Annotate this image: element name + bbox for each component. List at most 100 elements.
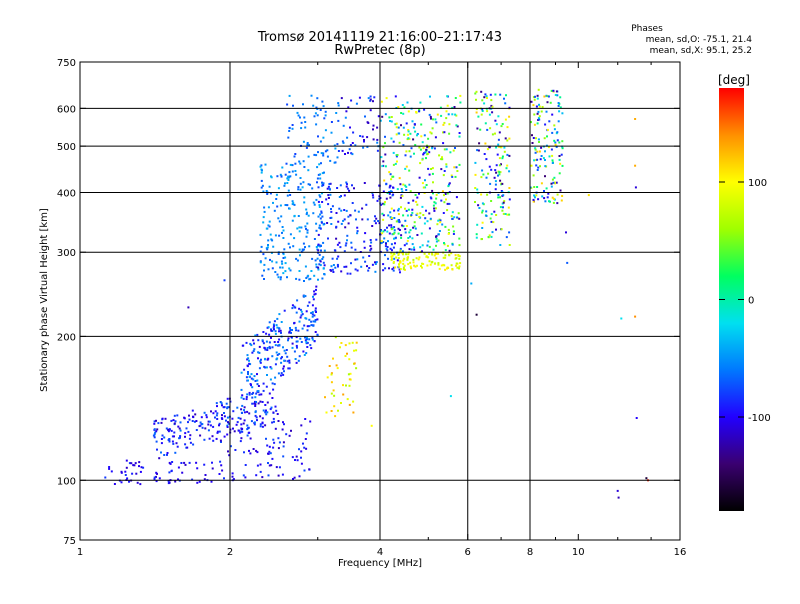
data-point <box>402 112 405 115</box>
data-point <box>135 472 138 475</box>
data-point <box>406 214 409 217</box>
data-point <box>533 186 536 188</box>
data-point <box>268 225 271 228</box>
data-point <box>299 308 302 311</box>
data-point <box>246 354 249 357</box>
data-point <box>496 153 499 156</box>
data-point <box>283 248 286 251</box>
data-point <box>552 197 555 200</box>
data-point <box>356 230 359 233</box>
data-point <box>274 376 277 379</box>
data-point <box>218 422 221 425</box>
data-point <box>362 256 365 259</box>
data-point <box>475 108 478 111</box>
data-point <box>266 358 269 361</box>
data-point <box>448 183 450 186</box>
data-point <box>400 124 402 127</box>
data-point <box>531 142 534 144</box>
data-point <box>220 417 223 420</box>
data-point <box>458 135 461 138</box>
data-point <box>313 314 316 317</box>
data-point <box>285 433 288 436</box>
data-point <box>248 391 251 394</box>
data-point <box>381 232 384 235</box>
data-point <box>547 95 550 98</box>
data-point <box>264 411 267 414</box>
data-point <box>431 172 434 175</box>
data-point <box>294 162 297 165</box>
data-point <box>442 174 445 177</box>
data-point <box>295 344 298 347</box>
data-point <box>324 114 327 117</box>
data-point <box>284 182 286 185</box>
data-point <box>120 481 123 484</box>
data-point <box>189 441 192 444</box>
data-point <box>317 266 320 269</box>
data-point <box>283 370 285 373</box>
data-point <box>274 332 277 335</box>
data-point <box>277 344 280 347</box>
data-point <box>490 213 493 216</box>
data-point <box>343 265 346 268</box>
data-point <box>366 145 369 148</box>
data-point <box>322 152 325 155</box>
data-point <box>305 235 308 238</box>
data-point <box>348 384 351 387</box>
data-point <box>412 126 415 129</box>
data-point <box>447 232 450 235</box>
data-point <box>267 452 269 455</box>
data-point <box>458 163 461 166</box>
data-point <box>187 430 190 433</box>
data-point <box>405 185 408 188</box>
data-point <box>330 372 333 375</box>
data-point <box>308 301 311 304</box>
data-point <box>388 186 391 189</box>
data-point <box>336 263 339 266</box>
data-point <box>536 122 539 125</box>
data-point <box>348 189 351 192</box>
data-point <box>541 106 544 108</box>
data-point <box>645 477 648 480</box>
data-point <box>450 215 453 218</box>
data-point <box>298 248 301 251</box>
data-point <box>266 374 268 376</box>
data-point <box>323 117 326 120</box>
data-point <box>276 273 279 276</box>
data-point <box>428 212 431 215</box>
data-point <box>281 166 284 169</box>
data-point <box>309 183 311 186</box>
data-point <box>431 252 433 255</box>
data-point <box>343 218 346 221</box>
data-point <box>317 215 320 218</box>
data-point <box>444 249 447 252</box>
data-point <box>498 164 501 167</box>
data-point <box>418 146 421 149</box>
data-point <box>308 278 311 281</box>
data-point <box>313 293 316 296</box>
data-point <box>418 110 421 113</box>
data-point <box>241 344 244 347</box>
data-point <box>269 233 272 236</box>
data-point <box>258 345 261 348</box>
data-point <box>282 257 285 259</box>
data-point <box>475 111 478 114</box>
data-point <box>357 210 360 213</box>
data-point <box>406 258 409 261</box>
data-point <box>282 229 285 232</box>
data-point <box>441 158 444 161</box>
data-point <box>257 390 260 393</box>
data-point <box>260 171 263 174</box>
data-point <box>445 198 447 201</box>
data-point <box>307 169 310 172</box>
data-point <box>305 213 308 216</box>
data-point <box>289 194 292 196</box>
data-point <box>543 190 545 192</box>
data-point <box>397 106 400 109</box>
data-point <box>414 144 417 147</box>
data-point <box>346 398 349 401</box>
data-point <box>409 132 412 135</box>
data-point <box>503 146 506 149</box>
data-point <box>508 198 511 201</box>
data-point <box>287 337 290 340</box>
data-point <box>285 162 288 165</box>
